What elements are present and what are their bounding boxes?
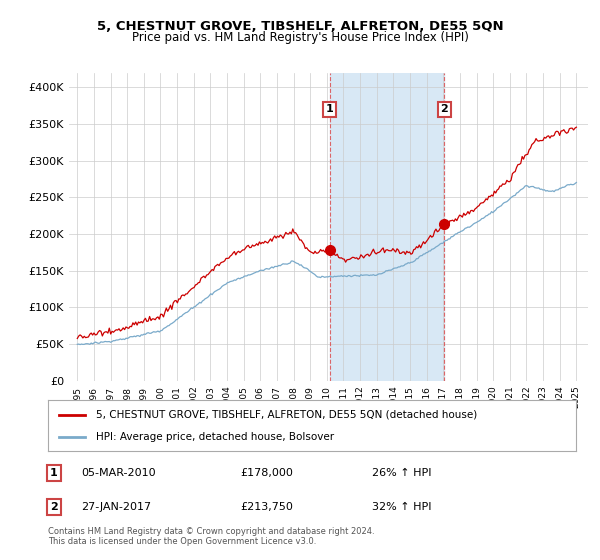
Text: HPI: Average price, detached house, Bolsover: HPI: Average price, detached house, Bols… xyxy=(95,432,334,442)
Text: 26% ↑ HPI: 26% ↑ HPI xyxy=(372,468,431,478)
Text: 2: 2 xyxy=(440,105,448,114)
Text: 27-JAN-2017: 27-JAN-2017 xyxy=(81,502,151,512)
Text: 05-MAR-2010: 05-MAR-2010 xyxy=(81,468,155,478)
Text: 1: 1 xyxy=(50,468,58,478)
Bar xyxy=(330,73,445,381)
Text: 32% ↑ HPI: 32% ↑ HPI xyxy=(372,502,431,512)
Text: Price paid vs. HM Land Registry's House Price Index (HPI): Price paid vs. HM Land Registry's House … xyxy=(131,31,469,44)
Text: 1: 1 xyxy=(326,105,334,114)
Text: 5, CHESTNUT GROVE, TIBSHELF, ALFRETON, DE55 5QN (detached house): 5, CHESTNUT GROVE, TIBSHELF, ALFRETON, D… xyxy=(95,409,477,419)
Text: £213,750: £213,750 xyxy=(240,502,293,512)
Text: Contains HM Land Registry data © Crown copyright and database right 2024.
This d: Contains HM Land Registry data © Crown c… xyxy=(48,526,374,546)
Text: £178,000: £178,000 xyxy=(240,468,293,478)
Text: 2: 2 xyxy=(50,502,58,512)
Text: 5, CHESTNUT GROVE, TIBSHELF, ALFRETON, DE55 5QN: 5, CHESTNUT GROVE, TIBSHELF, ALFRETON, D… xyxy=(97,20,503,32)
